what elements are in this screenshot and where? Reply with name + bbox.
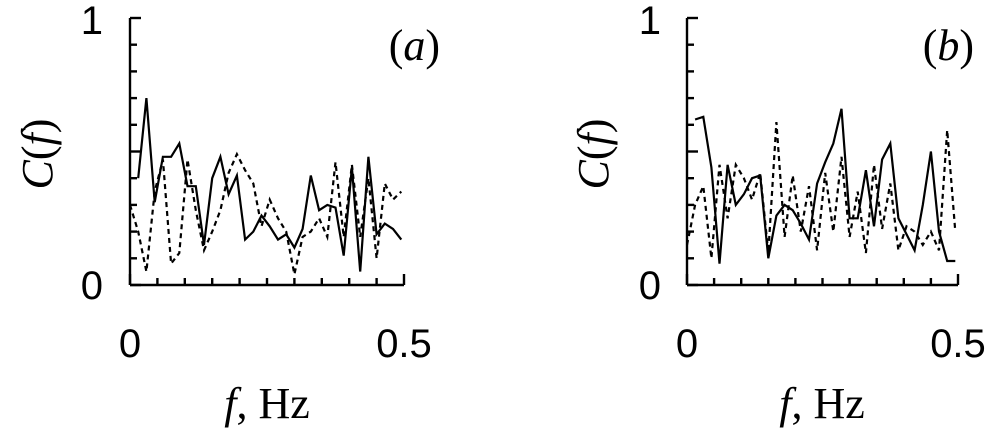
panel-label: (b) [923,21,974,70]
chart-panel-b: (b) 1 0 0 0.5 f, Hz C(f) [569,0,986,428]
axes-layer [685,16,960,287]
x-axis-label: f, Hz [224,379,310,428]
x-tick-label-max: 0.5 [376,322,432,366]
y-axis-label: C(f) [569,119,618,190]
panel-label: (a) [389,21,440,70]
x-tick-label-min: 0 [676,322,698,366]
series-layer [128,97,403,275]
x-tick-label-max: 0.5 [930,322,986,366]
chart-panel-a: (a) 1 0 0 0.5 f, Hz C(f) [13,0,440,428]
series-line-solid [137,97,403,272]
y-tick-label-max: 1 [81,0,103,43]
y-tick-label-min: 0 [639,264,661,308]
y-tick-label-min: 0 [81,264,103,308]
x-tick-label-min: 0 [119,322,141,366]
y-axis-label: C(f) [13,119,62,190]
series-line-dashed [128,151,403,275]
series-line-dashed [685,122,957,259]
y-tick-label-max: 1 [639,0,661,43]
x-axis-label: f, Hz [779,379,865,428]
axes-layer [128,16,406,287]
series-layer [685,108,957,264]
series-line-solid [694,108,956,264]
